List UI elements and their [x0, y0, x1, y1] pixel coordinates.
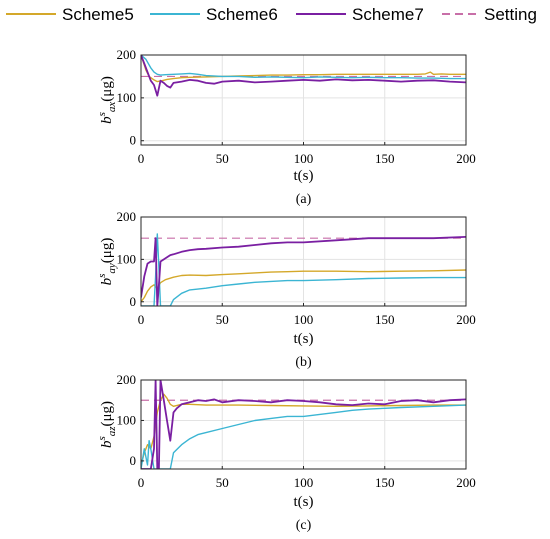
x-tick-label: 100 — [294, 312, 314, 327]
y-label-unit: (μg) — [99, 238, 115, 264]
legend-label: Setting — [484, 5, 537, 24]
y-tick-label: 200 — [117, 47, 137, 62]
y-label-sup: s — [96, 112, 108, 116]
y-label-base: b — [99, 440, 115, 448]
chart-panel-b: 0 50 100 150 200 0 100 200 t(s) (b) bsay(μg) — [96, 209, 476, 370]
x-tick-label: 0 — [138, 312, 145, 327]
y-axis-label: bsax(μg) — [96, 76, 118, 124]
x-tick-label: 0 — [138, 475, 145, 490]
legend-item-scheme6: Scheme6 — [150, 5, 278, 24]
x-tick-label: 150 — [375, 475, 395, 490]
y-tick-label: 200 — [117, 372, 137, 387]
y-label-sub: az — [106, 426, 118, 437]
y-label-unit: (μg) — [99, 76, 115, 102]
panel-caption: (b) — [295, 355, 312, 370]
y-tick-label: 0 — [130, 133, 137, 148]
x-tick-label: 150 — [375, 312, 395, 327]
panel-caption: (a) — [296, 192, 312, 207]
x-tick-label: 0 — [138, 151, 145, 166]
y-label-sub: ay — [106, 263, 118, 274]
series-line-scheme6 — [141, 233, 466, 306]
y-label-sup: s — [96, 274, 108, 278]
legend-item-scheme5: Scheme5 — [6, 5, 134, 24]
x-tick-label: 200 — [456, 151, 476, 166]
series-line-scheme7 — [141, 380, 466, 469]
y-label-base: b — [99, 277, 115, 285]
series-line-scheme7 — [141, 236, 466, 306]
chart-panel-c: 0 50 100 150 200 0 100 200 t(s) (c) bsaz(μg) — [96, 372, 476, 533]
y-tick-label: 100 — [117, 90, 137, 105]
x-tick-label: 50 — [216, 151, 229, 166]
y-label-sup: s — [96, 436, 108, 440]
y-label-unit: (μg) — [99, 401, 115, 427]
x-tick-label: 100 — [294, 475, 314, 490]
x-tick-label: 150 — [375, 151, 395, 166]
y-tick-label: 0 — [130, 294, 137, 309]
legend: Scheme5 Scheme6 Scheme7 Setting — [6, 5, 537, 24]
y-tick-label: 100 — [117, 412, 137, 427]
legend-label: Scheme7 — [352, 5, 424, 24]
x-tick-label: 200 — [456, 312, 476, 327]
series-line-scheme6 — [141, 55, 466, 80]
x-tick-label: 100 — [294, 151, 314, 166]
y-axis-label: bsaz(μg) — [96, 401, 118, 448]
chart-panel-a: 0 50 100 150 200 0 100 200 t(s) (a) bsax(μg) — [96, 47, 476, 207]
panel-caption: (c) — [296, 518, 312, 533]
series-line-scheme6 — [141, 404, 466, 469]
y-tick-label: 0 — [130, 453, 137, 468]
legend-label: Scheme6 — [206, 5, 278, 24]
legend-label: Scheme5 — [62, 5, 134, 24]
x-tick-label: 50 — [216, 475, 229, 490]
x-axis-label: t(s) — [294, 331, 314, 347]
y-tick-label: 100 — [117, 251, 137, 266]
series-line-scheme7 — [141, 55, 466, 97]
y-axis-label: bsay(μg) — [96, 238, 118, 286]
y-label-sub: ax — [106, 102, 118, 113]
x-tick-label: 200 — [456, 475, 476, 490]
x-axis-label: t(s) — [294, 168, 314, 184]
y-tick-label: 200 — [117, 209, 137, 224]
y-label-base: b — [99, 116, 115, 124]
x-tick-label: 50 — [216, 312, 229, 327]
legend-item-setting: Setting — [442, 5, 537, 24]
legend-item-scheme7: Scheme7 — [296, 5, 424, 24]
series-line-scheme5 — [141, 269, 466, 303]
x-axis-label: t(s) — [294, 494, 314, 510]
